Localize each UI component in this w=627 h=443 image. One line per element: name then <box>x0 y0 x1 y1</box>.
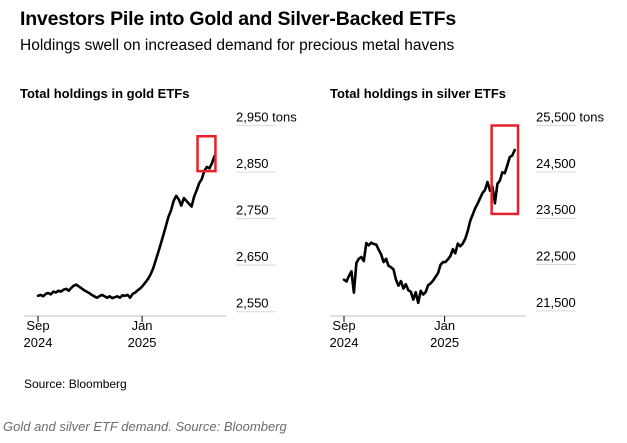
source-note: Source: Bloomberg <box>24 377 127 391</box>
gold-xtick-label: 2025 <box>128 335 157 350</box>
gold-ytick-label: 2,650 <box>236 249 269 264</box>
gold-ytick-label: 2,950 tons <box>236 110 297 125</box>
gold-ytick-label: 2,550 <box>236 296 269 311</box>
gold-xtick-label: Jan <box>132 318 153 333</box>
gold-xtick-label: 2024 <box>24 335 53 350</box>
silver-xtick-label: Sep <box>332 318 355 333</box>
gold-ytick-label: 2,750 <box>236 203 269 218</box>
gold-holdings-line <box>36 154 216 300</box>
page-title: Investors Pile into Gold and Silver-Back… <box>20 8 456 30</box>
silver-chart-title: Total holdings in silver ETFs <box>330 86 507 101</box>
silver-ytick-label: 21,500 <box>536 295 576 310</box>
silver-ytick-label: 22,500 <box>536 249 576 264</box>
page-subtitle: Holdings swell on increased demand for p… <box>20 37 455 54</box>
silver-highlight-box <box>490 124 520 216</box>
silver-ytick-label: 23,500 <box>536 202 576 217</box>
gold-highlight-box <box>196 135 217 173</box>
silver-holdings-line <box>342 148 517 305</box>
gold-ytick-label: 2,850 <box>236 156 269 171</box>
silver-xtick-label: 2024 <box>330 335 359 350</box>
silver-xtick-label: Jan <box>434 318 455 333</box>
gold-xtick-label: Sep <box>26 318 49 333</box>
silver-ytick-label: 24,500 <box>536 156 576 171</box>
gold-chart-title: Total holdings in gold ETFs <box>20 86 190 101</box>
silver-xtick-label: 2025 <box>430 335 459 350</box>
figure-caption: Gold and silver ETF demand. Source: Bloo… <box>3 419 287 434</box>
silver-ytick-label: 25,500 tons <box>536 110 604 125</box>
